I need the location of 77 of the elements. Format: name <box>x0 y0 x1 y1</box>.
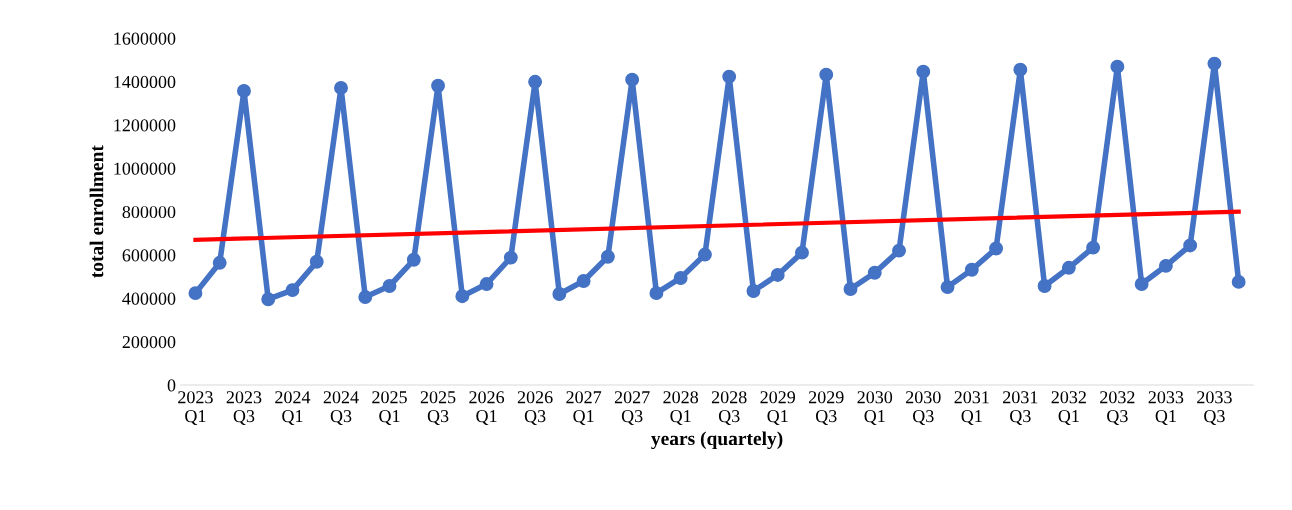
point <box>600 249 615 264</box>
x-tick-label: 2023 Q1 <box>178 391 213 425</box>
point <box>431 78 445 93</box>
point <box>989 241 1004 256</box>
point <box>795 245 809 260</box>
y-tick-label: 600000 <box>122 249 176 262</box>
point <box>1037 279 1052 293</box>
y-tick-label: 1000000 <box>114 162 176 175</box>
point <box>722 69 737 84</box>
x-tick-label: 2026 Q1 <box>469 391 505 425</box>
point <box>503 250 518 265</box>
x-tick-label: 2031 Q3 <box>1003 391 1038 425</box>
x-tick-label: 2024 Q1 <box>275 391 311 425</box>
x-tick-label: 2028 Q1 <box>663 391 699 425</box>
point <box>892 243 906 258</box>
x-tick-label: 2032 Q1 <box>1051 391 1086 425</box>
point <box>1110 59 1125 74</box>
x-tick-label: 2027 Q1 <box>566 391 602 425</box>
y-tick-label: 1600000 <box>114 32 176 45</box>
y-tick-label: 1200000 <box>114 119 176 132</box>
x-tick-label: 2026 Q3 <box>517 391 553 425</box>
point <box>1183 238 1198 253</box>
x-tick-label: 2025 Q3 <box>420 391 456 425</box>
x-axis-title: years (quartely) <box>651 431 783 450</box>
point <box>649 286 664 301</box>
point <box>309 254 324 269</box>
point <box>528 74 543 89</box>
point <box>237 83 251 98</box>
point <box>1134 277 1149 291</box>
x-tick-label: 2030 Q3 <box>906 391 941 425</box>
point <box>843 282 858 296</box>
x-tick-label: 2029 Q1 <box>760 391 796 425</box>
x-tick-label: 2028 Q3 <box>711 391 747 425</box>
point <box>625 72 640 87</box>
point <box>406 252 421 267</box>
point <box>334 80 348 95</box>
y-tick-label: 1400000 <box>114 75 176 89</box>
x-tick-label: 2031 Q1 <box>954 391 989 425</box>
x-tick-label: 2025 Q1 <box>372 391 407 425</box>
point <box>1207 56 1222 71</box>
x-tick-label: 2033 Q3 <box>1197 391 1232 425</box>
y-axis-title: total enrollment <box>89 145 104 278</box>
point <box>479 277 494 291</box>
y-tick-label: 0 <box>167 379 176 392</box>
point <box>964 262 979 277</box>
point <box>382 279 397 293</box>
point <box>576 274 591 288</box>
point <box>819 67 834 82</box>
point <box>1158 258 1173 273</box>
x-tick-label: 2030 Q1 <box>857 391 893 425</box>
y-tick-label: 800000 <box>122 205 176 219</box>
point <box>1061 260 1076 275</box>
y-tick-label: 200000 <box>122 335 176 349</box>
x-tick-label: 2027 Q3 <box>614 391 650 425</box>
point <box>188 286 203 301</box>
point <box>940 280 955 295</box>
x-tick-label: 2032 Q3 <box>1100 391 1135 425</box>
x-tick-label: 2029 Q3 <box>808 391 844 425</box>
point <box>261 292 276 307</box>
point <box>455 289 470 304</box>
point <box>697 247 712 262</box>
y-tick-label: 400000 <box>122 292 176 305</box>
point <box>746 284 761 298</box>
point <box>212 255 227 270</box>
point <box>770 267 785 282</box>
point <box>916 64 931 79</box>
x-tick-label: 2024 Q3 <box>323 391 359 425</box>
x-tick-label: 2033 Q1 <box>1148 391 1184 425</box>
x-tick-label: 2023 Q3 <box>226 391 262 425</box>
point <box>673 271 688 285</box>
point <box>358 290 373 304</box>
point <box>1013 62 1028 77</box>
point <box>1086 240 1101 255</box>
point <box>552 287 567 301</box>
point <box>1231 274 1246 289</box>
point <box>867 265 882 280</box>
point <box>285 283 300 298</box>
